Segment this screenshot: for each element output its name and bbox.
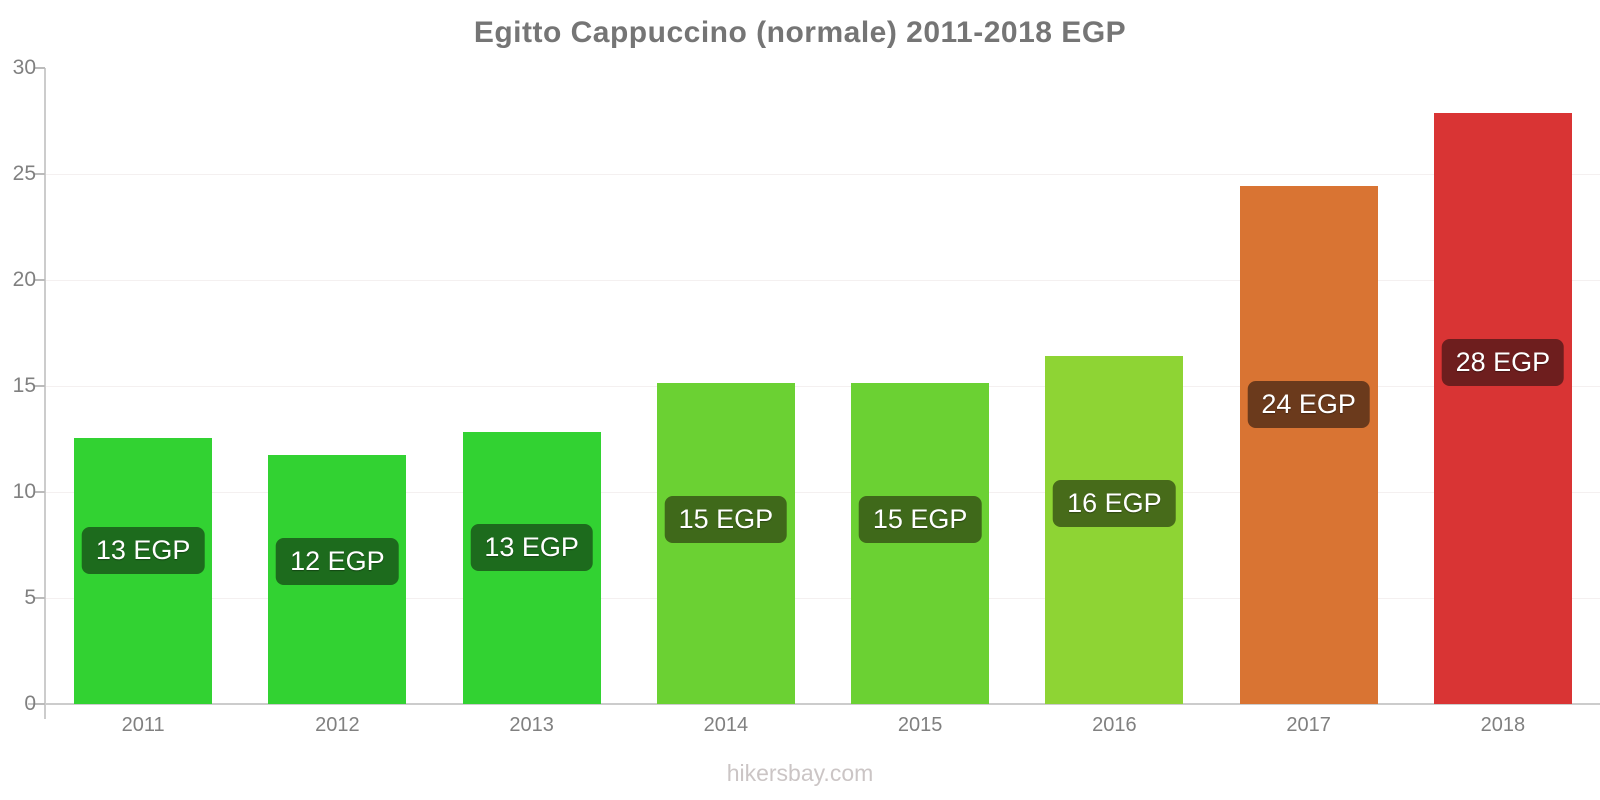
chart-title: Egitto Cappuccino (normale) 2011-2018 EG… bbox=[0, 16, 1600, 50]
bar-2012: 12 EGP bbox=[268, 455, 406, 704]
bar-slot-2018: 28 EGP bbox=[1406, 68, 1600, 704]
bar-value-badge-2012: 12 EGP bbox=[276, 538, 399, 585]
bar-slot-2012: 12 EGP bbox=[240, 68, 434, 704]
bar-slot-2011: 13 EGP bbox=[46, 68, 240, 704]
bar-2018: 28 EGP bbox=[1434, 113, 1572, 704]
y-tick-label-20: 20 bbox=[0, 269, 36, 291]
bar-2015: 15 EGP bbox=[851, 383, 989, 704]
chart-canvas: Egitto Cappuccino (normale) 2011-2018 EG… bbox=[0, 0, 1600, 800]
bar-value-badge-2011: 13 EGP bbox=[82, 527, 205, 574]
x-tick-label-2013: 2013 bbox=[435, 714, 629, 737]
bar-2017: 24 EGP bbox=[1240, 186, 1378, 704]
x-tick-label-2017: 2017 bbox=[1212, 714, 1406, 737]
bar-slot-2014: 15 EGP bbox=[629, 68, 823, 704]
bar-2013: 13 EGP bbox=[463, 432, 601, 704]
x-tick-label-2014: 2014 bbox=[629, 714, 823, 737]
bar-2016: 16 EGP bbox=[1045, 356, 1183, 704]
bar-slot-2017: 24 EGP bbox=[1212, 68, 1406, 704]
bars-row: 13 EGP 12 EGP 13 EGP 15 EGP 15 EGP 16 EGP 24 E… bbox=[46, 68, 1600, 704]
y-tick-label-5: 5 bbox=[0, 587, 36, 609]
bar-value-badge-2018: 28 EGP bbox=[1442, 339, 1565, 386]
bar-2011: 13 EGP bbox=[74, 438, 212, 704]
footer-watermark: hikersbay.com bbox=[0, 760, 1600, 787]
bar-slot-2013: 13 EGP bbox=[435, 68, 629, 704]
bar-value-badge-2016: 16 EGP bbox=[1053, 480, 1176, 527]
bar-value-badge-2014: 15 EGP bbox=[665, 496, 788, 543]
x-tick-label-2011: 2011 bbox=[46, 714, 240, 737]
x-tick-label-2012: 2012 bbox=[240, 714, 434, 737]
bar-value-badge-2017: 24 EGP bbox=[1247, 381, 1370, 428]
y-tick-label-0: 0 bbox=[0, 693, 36, 715]
x-tick-label-2018: 2018 bbox=[1406, 714, 1600, 737]
bar-value-badge-2013: 13 EGP bbox=[470, 524, 593, 571]
bar-2014: 15 EGP bbox=[657, 383, 795, 704]
x-tick-label-2015: 2015 bbox=[823, 714, 1017, 737]
y-tick-label-30: 30 bbox=[0, 57, 36, 79]
x-axis-labels-row: 20112012201320142015201620172018 bbox=[46, 714, 1600, 737]
x-tick-label-2016: 2016 bbox=[1017, 714, 1211, 737]
y-tick-label-10: 10 bbox=[0, 481, 36, 503]
y-tick-label-25: 25 bbox=[0, 163, 36, 185]
bar-slot-2016: 16 EGP bbox=[1017, 68, 1211, 704]
y-tick-label-15: 15 bbox=[0, 375, 36, 397]
bar-slot-2015: 15 EGP bbox=[823, 68, 1017, 704]
bar-value-badge-2015: 15 EGP bbox=[859, 496, 982, 543]
